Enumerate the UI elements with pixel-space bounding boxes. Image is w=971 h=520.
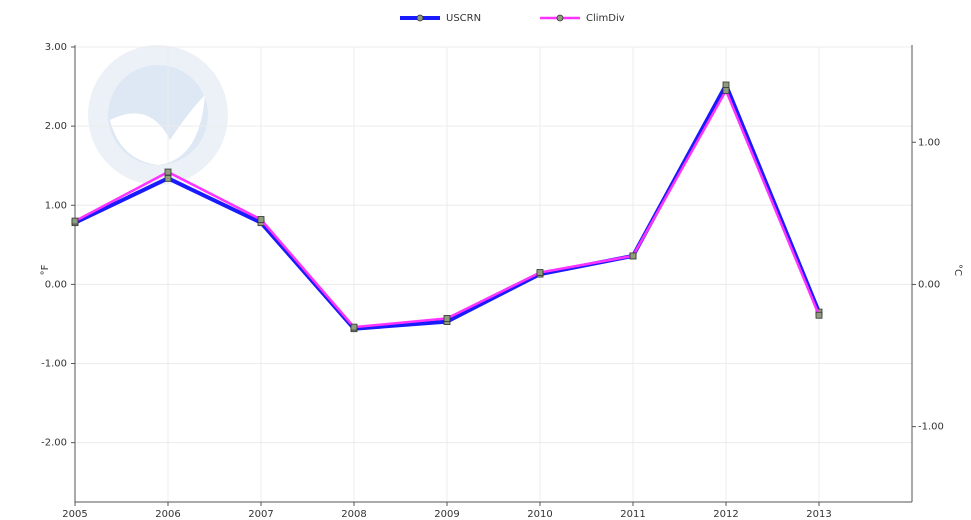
point-marker [164, 168, 172, 176]
y-tick-label: 2.00 [45, 121, 67, 132]
x-tick-label: 2011 [620, 509, 645, 520]
y-tick-label: -1.00 [41, 359, 67, 370]
x-tick-label: 2010 [527, 509, 552, 520]
x-tick-label: 2008 [341, 509, 366, 520]
x-tick-label: 2012 [713, 509, 738, 520]
point-marker [443, 315, 451, 322]
point-marker [350, 323, 358, 331]
y2-tick-label: -1.00 [918, 422, 944, 433]
y-tick-label: 1.00 [45, 200, 67, 211]
x-tick-label: 2006 [155, 509, 180, 520]
legend-marker [556, 14, 564, 22]
point-marker [71, 217, 79, 225]
legend-marker [416, 14, 424, 22]
x-tick-label: 2007 [248, 509, 273, 520]
y-tick-label: 0.00 [45, 279, 67, 290]
y-tick-label: 3.00 [45, 42, 67, 53]
point-marker [629, 252, 637, 260]
y2-tick-label: 1.00 [918, 137, 940, 148]
y2-axis-label: °C [952, 264, 963, 276]
watermark [88, 45, 228, 185]
x-tick-label: 2009 [434, 509, 459, 520]
point-marker [257, 216, 265, 223]
y-tick-label: -2.00 [41, 438, 67, 449]
point-marker [536, 269, 544, 276]
x-tick-label: 2005 [62, 509, 87, 520]
point-marker [164, 174, 172, 182]
x-tick-label: 2013 [806, 509, 831, 520]
point-marker [722, 87, 730, 94]
y2-tick-label: 0.00 [918, 279, 940, 290]
point-marker [815, 311, 823, 319]
legend-label: USCRN [446, 13, 481, 24]
y-axis-label: °F [40, 264, 51, 275]
point-marker [722, 81, 730, 89]
legend-label: ClimDiv [586, 13, 625, 24]
